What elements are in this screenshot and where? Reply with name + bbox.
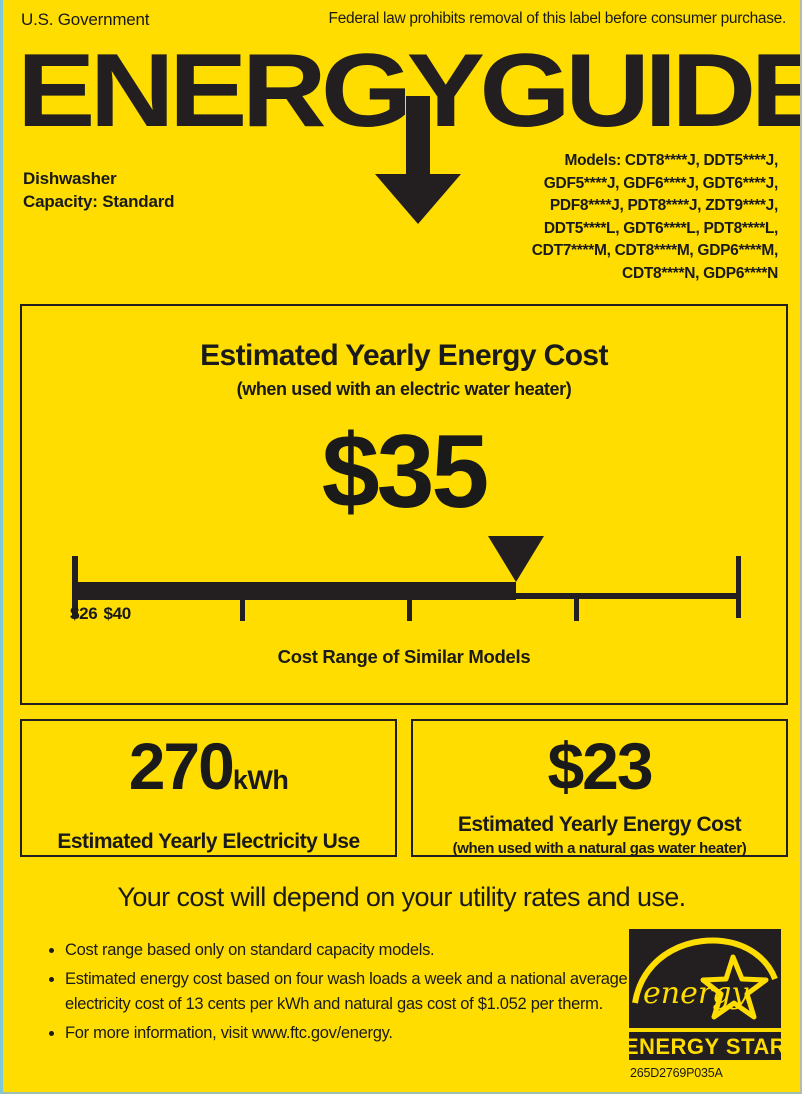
model-list: Models: CDT8****J, DDT5****J, GDF5****J,… [458,150,779,285]
energy-star-banner-text: ENERGY STAR [629,1034,781,1059]
down-arrow-icon [375,96,461,224]
cost-panel-title: Estimated Yearly Energy Cost [200,339,608,372]
range-low-label: $26 [70,604,98,623]
model-line: DDT5****L, GDT6****L, PDT8****L, [543,219,778,237]
footnote-item: Cost range based only on standard capaci… [65,938,635,964]
range-high-label: $40 [103,604,131,623]
cost-panel-subtitle: (when used with an electric water heater… [236,379,572,399]
part-number: 265D2769P035A [630,1066,723,1080]
gas-cost-amount: $23 [547,729,653,803]
appliance-capacity: Capacity: Standard [23,192,175,211]
range-marker-triangle-icon [488,536,544,582]
gas-cost-caption: Estimated Yearly Energy Cost [457,813,742,836]
electricity-value: 270 [128,729,235,803]
model-line: CDT8****N, GDP6****N [622,264,778,282]
model-line: GDF5****J, GDF6****J, GDT6****J, [543,174,779,192]
footnotes-list: Cost range based only on standard capaci… [43,938,635,1049]
estimated-yearly-cost-panel: Estimated Yearly Energy Cost (when used … [20,304,788,705]
gas-cost-subtitle: (when used with a natural gas water heat… [452,840,747,857]
appliance-type: Dishwasher [23,169,117,188]
us-government-text: U.S. Government [21,10,150,29]
model-line: CDT7****M, CDT8****M, GDP6****M, [531,242,779,259]
model-line: Models: CDT8****J, DDT5****J, [564,152,778,169]
cost-range-endpoint-labels: $26 $40 [70,604,137,624]
cost-range-scale [22,530,786,640]
electricity-value-line: 270kWh [22,733,395,816]
energy-star-logo: energy ENERGY STAR [629,929,781,1060]
federal-law-notice: Federal law prohibits removal of this la… [328,10,787,27]
appliance-info: Dishwasher Capacity: Standard [23,167,175,213]
footnote-item: Estimated energy cost based on four wash… [65,967,635,1018]
label-header-row: U.S. Government Federal law prohibits re… [21,10,786,30]
gas-cost-panel: $23 Estimated Yearly Energy Cost (when u… [411,719,788,857]
model-line: PDF8****J, PDT8****J, ZDT9****J, [549,197,778,214]
electricity-caption: Estimated Yearly Electricity Use [57,830,360,853]
utility-rates-note: Your cost will depend on your utility ra… [117,882,686,912]
cost-range-caption: Cost Range of Similar Models [277,646,531,667]
footnote-item: For more information, visit www.ftc.gov/… [65,1021,635,1047]
electricity-unit: kWh [232,765,289,795]
electricity-use-panel: 270kWh Estimated Yearly Electricity Use [20,719,397,857]
energy-script-text: energy [643,976,749,1011]
primary-cost-amount: $35 [321,414,490,530]
